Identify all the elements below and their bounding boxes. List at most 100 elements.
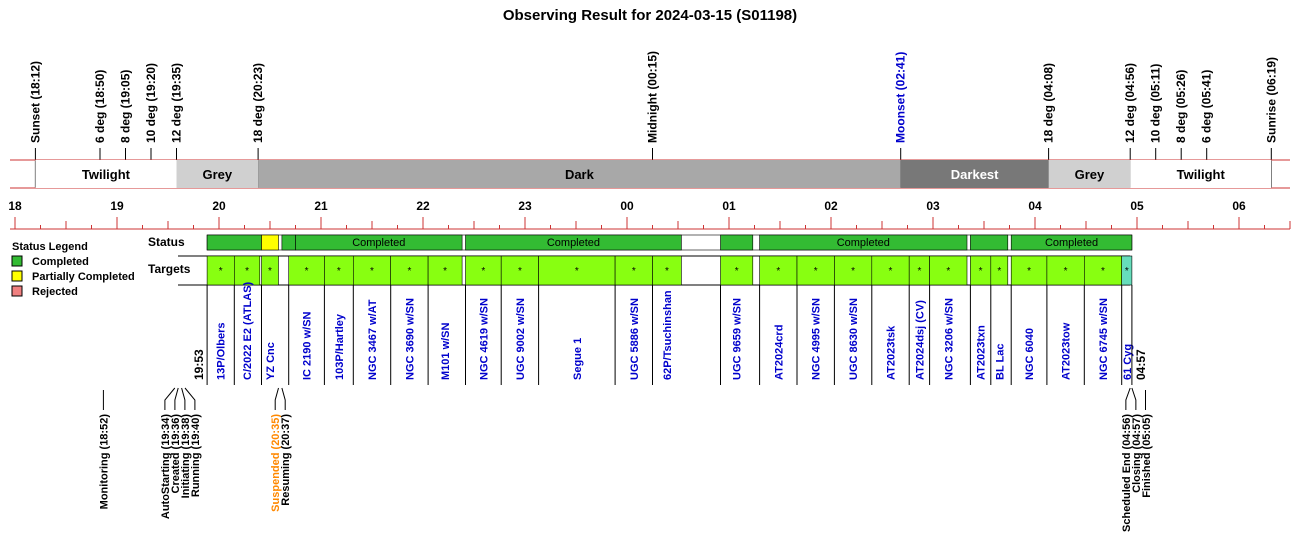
process-event-leader (1125, 387, 1131, 410)
process-event-leader (174, 387, 179, 410)
target-block-marker: * (1101, 266, 1105, 277)
axis-tick-label: 06 (1232, 199, 1246, 213)
process-event-label: Created (19:36) (170, 414, 182, 494)
target-block (759, 255, 798, 286)
legend-title: Status Legend (12, 241, 88, 253)
status-block (720, 234, 754, 251)
target-block-marker: * (1125, 266, 1129, 277)
axis-tick-label: 21 (314, 199, 328, 213)
target-block (614, 255, 653, 286)
legend-swatch (11, 285, 23, 297)
axis-tick-label: 22 (416, 199, 430, 213)
status-block (759, 234, 968, 251)
target-name-label: AT2023txn (976, 325, 988, 380)
process-event-label: Resuming (20:37) (280, 414, 292, 506)
chart-title: Observing Result for 2024-03-15 (S01198) (503, 7, 797, 24)
target-block (390, 255, 429, 286)
target-block-marker: * (814, 266, 818, 277)
end-time-label: 04:57 (1134, 349, 1148, 380)
target-block-marker: * (889, 266, 893, 277)
target-block (720, 255, 754, 286)
process-event-label: Scheduled End (04:56) (1121, 414, 1133, 532)
process-event-label: Initiating (19:38) (180, 414, 192, 499)
event-label: Moonset (02:41) (894, 52, 908, 143)
status-block-label: Completed (837, 237, 890, 249)
target-block-marker: * (575, 266, 579, 277)
target-block-marker: * (851, 266, 855, 277)
target-block-marker: * (518, 266, 522, 277)
target-name-label: 13P/Olbers (216, 323, 228, 380)
target-block (500, 255, 539, 286)
sky-band-label: Twilight (82, 167, 131, 182)
target-block (929, 255, 968, 286)
target-block-marker: * (305, 266, 309, 277)
process-event-leader (181, 387, 186, 410)
target-block-marker: * (245, 266, 249, 277)
legend-swatch (11, 255, 23, 267)
axis-tick-label: 04 (1028, 199, 1042, 213)
sky-band-label: Grey (202, 167, 232, 182)
legend-item-label: Completed (32, 256, 89, 268)
legend-item-label: Rejected (32, 286, 78, 298)
target-block-marker: * (665, 266, 669, 277)
event-label: 6 deg (18:50) (93, 70, 107, 143)
sky-band-label: Twilight (1177, 167, 1226, 182)
target-name-label: 62P/Tsuchinshan (662, 290, 674, 380)
target-block-marker: * (337, 266, 341, 277)
target-name-label: UGC 5886 w/SN (629, 298, 641, 380)
axis-tick-label: 03 (926, 199, 940, 213)
target-name-label: C/2022 E2 (ATLAS) (242, 281, 254, 380)
axis-tick-label: 20 (212, 199, 226, 213)
status-block (1010, 234, 1133, 251)
target-block-marker: * (979, 266, 983, 277)
target-block-marker: * (1027, 266, 1031, 277)
target-block (538, 255, 616, 286)
sky-band-rect (1130, 160, 1272, 188)
status-block (206, 234, 262, 251)
target-block-marker: * (407, 266, 411, 277)
process-event-leader (1131, 387, 1137, 410)
target-name-label: AT2024crd (773, 325, 785, 380)
event-label: 8 deg (05:26) (1174, 70, 1188, 143)
sky-bands: Twilight Grey Dark Darkest Grey Twilight (10, 159, 1290, 189)
target-block (990, 255, 1009, 286)
target-block-marker: * (735, 266, 739, 277)
status-block-label: Completed (352, 237, 405, 249)
time-axis: 18 19 20 21 22 23 00 01 02 03 04 05 06 (8, 199, 1291, 230)
sky-band-rect (258, 160, 901, 188)
sky-band-rect (176, 160, 259, 188)
target-block-marker: * (481, 266, 485, 277)
target-block-marker: * (997, 266, 1001, 277)
target-block-marker: * (443, 266, 447, 277)
target-name-label: NGC 3206 w/SN (943, 298, 955, 380)
status-block (970, 234, 1009, 251)
target-block (352, 255, 391, 286)
target-blocks: * 13P/Olbers * C/2022 E2 (ATLAS) * YZ Cnc * IC … (178, 255, 1148, 385)
event-label: 8 deg (19:05) (119, 70, 133, 143)
target-name-label: BL Lac (994, 344, 1006, 380)
target-block (1084, 255, 1123, 286)
target-name-label: AT2024dsj (CV) (914, 300, 926, 380)
sky-band-rect (1048, 160, 1131, 188)
target-block (324, 255, 354, 286)
target-name-label: NGC 4619 w/SN (478, 298, 490, 380)
target-name-label: NGC 3467 w/AT (367, 299, 379, 380)
target-block-marker: * (917, 266, 921, 277)
status-legend: Status Legend Completed Partially Complet… (11, 241, 135, 298)
process-event-label: Running (19:40) (190, 414, 202, 497)
target-name-label: UGC 9002 w/SN (515, 298, 527, 380)
sky-band-rect (900, 160, 1049, 188)
process-event-leader (164, 387, 176, 410)
status-block (281, 234, 296, 251)
process-event-label: Finished (05:05) (1141, 414, 1153, 498)
target-name-label: 61 Cyg (1122, 344, 1134, 380)
target-name-label: AT2023tsk (886, 325, 898, 380)
targets-row-label: Targets (148, 262, 191, 276)
target-block (261, 255, 279, 286)
process-events: Monitoring (18:52) AutoStarting (19:34)Cr… (98, 387, 1153, 532)
target-block-marker: * (946, 266, 950, 277)
process-event-label: AutoStarting (19:34) (160, 414, 172, 519)
sky-band-label: Dark (565, 167, 595, 182)
axis-tick-label: 23 (518, 199, 532, 213)
target-name-label: 103P/Hartley (334, 313, 346, 380)
